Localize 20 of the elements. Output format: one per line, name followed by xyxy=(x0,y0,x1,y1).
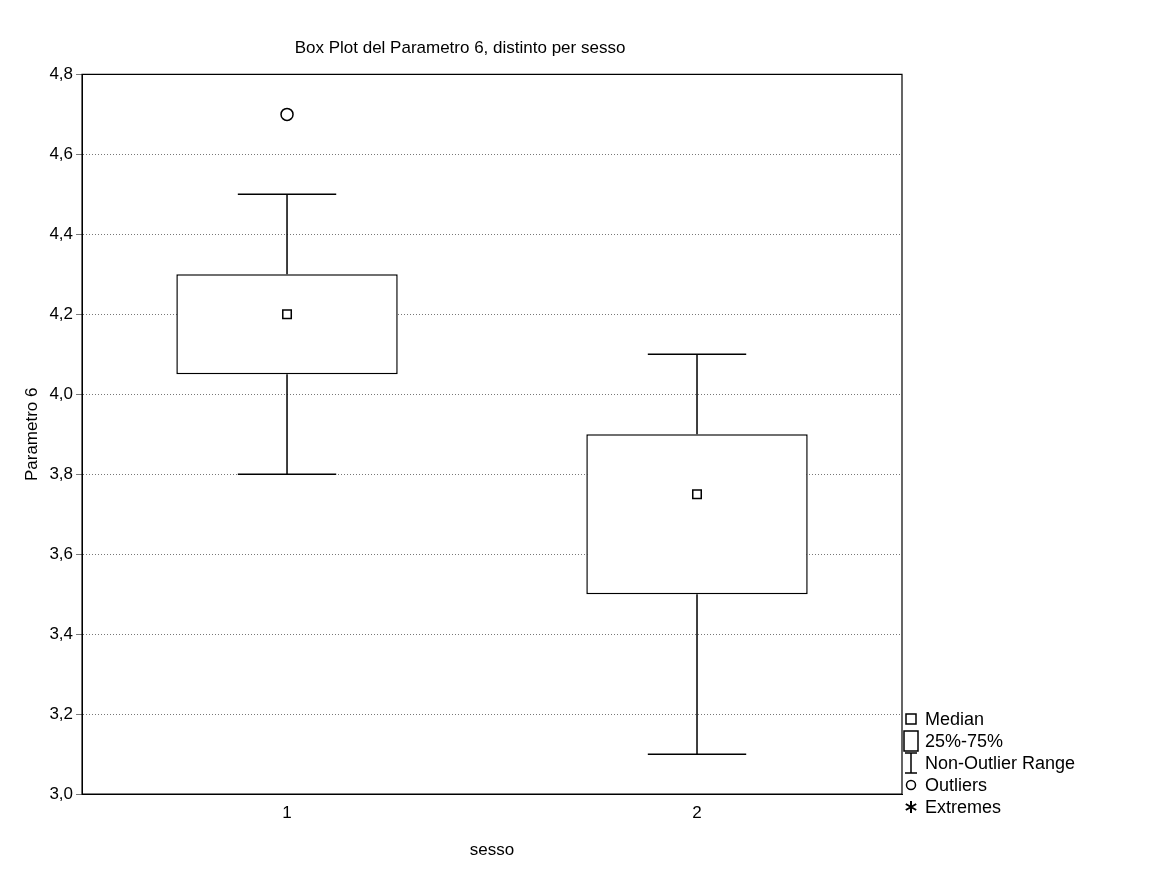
x-tick-label: 2 xyxy=(692,803,702,823)
y-axis-title: Parametro 6 xyxy=(21,387,41,482)
text: Outliers xyxy=(925,774,988,796)
y-tick-label: 3,0 xyxy=(49,783,74,803)
y-tick-label: 4,4 xyxy=(49,224,74,244)
chart-title: Box Plot del Parametro 6, distinto per sesso xyxy=(294,37,626,57)
y-tick-label: 3,8 xyxy=(49,463,74,483)
y-tick-label: 4,6 xyxy=(49,144,74,164)
y-tick-label: 4,2 xyxy=(49,304,74,324)
y-tick-label: 3,6 xyxy=(49,543,74,563)
text: Median xyxy=(925,708,985,730)
y-tick-label: 4,0 xyxy=(49,384,74,403)
text: Non-Outlier Range xyxy=(925,752,1076,774)
y-tick-label: 3,4 xyxy=(49,623,74,643)
y-tick-label: 4,8 xyxy=(49,64,74,84)
text: Extremes xyxy=(925,796,1002,818)
x-tick-label: 1 xyxy=(282,803,292,823)
text: 25%-75% xyxy=(925,730,1004,752)
y-tick-label: 3,2 xyxy=(49,703,74,723)
x-axis-title: sesso xyxy=(469,840,515,860)
